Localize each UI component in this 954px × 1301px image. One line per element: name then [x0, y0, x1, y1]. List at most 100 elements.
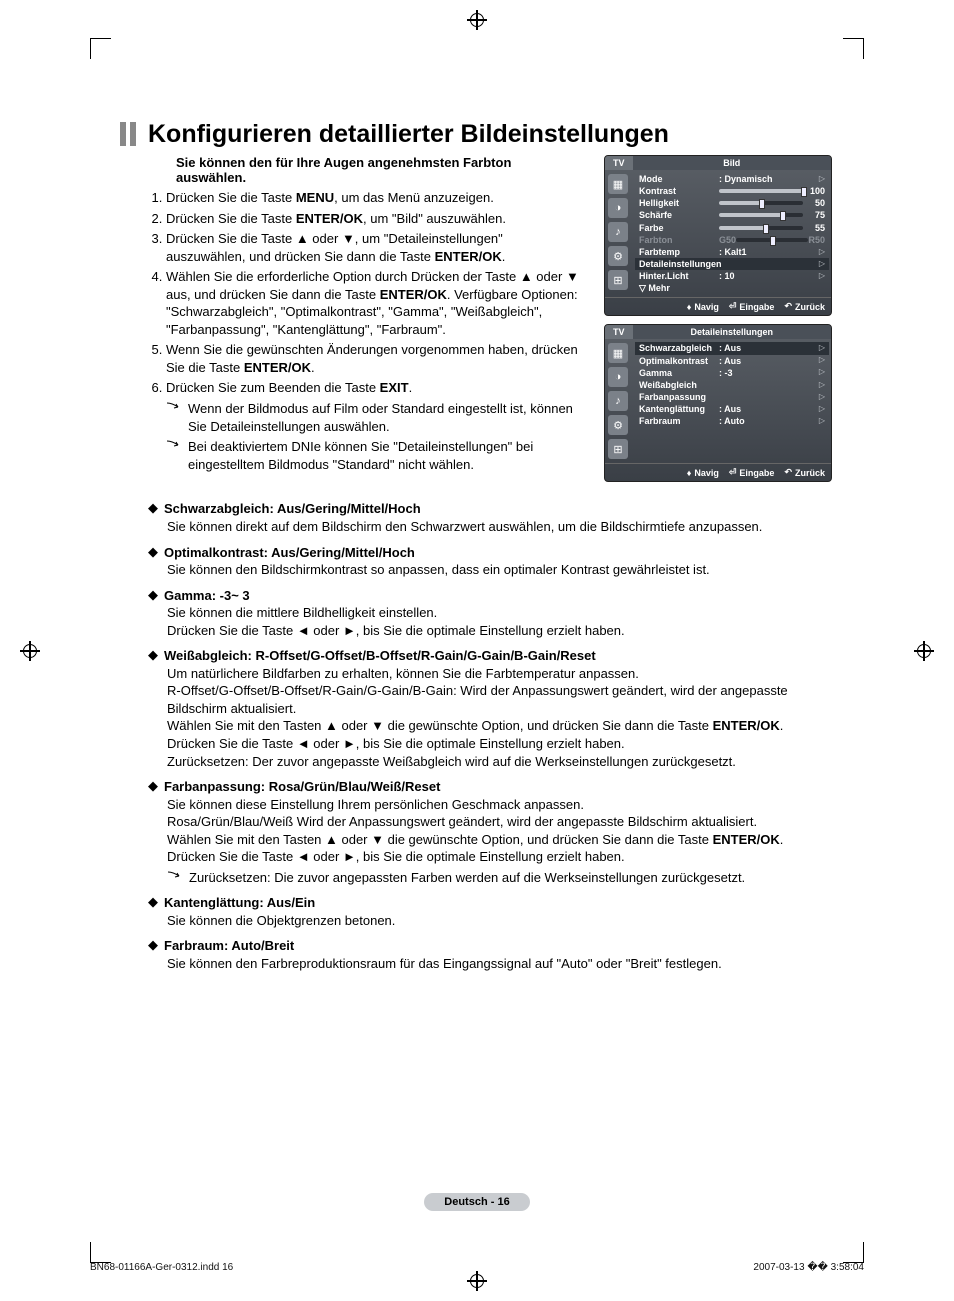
diamond-bullet-icon: ◆ — [148, 500, 158, 517]
setting-title: Weißabgleich: R-Offset/G-Offset/B-Offset… — [164, 647, 596, 665]
osd-label: Mode — [639, 173, 719, 185]
osd-label: Weißabgleich — [639, 379, 719, 391]
setting-body: Sie können diese Einstellung Ihrem persö… — [167, 796, 834, 887]
crop-mark-icon — [843, 38, 864, 59]
osd-label: Hinter.Licht — [639, 270, 719, 282]
osd-row: Farbanpassung ▷ — [639, 391, 825, 403]
osd-value: : Auto — [719, 415, 774, 427]
osd-footer: ♦Navig⏎Eingabe↶Zurück — [605, 463, 831, 481]
osd-row: Farbe55 — [639, 222, 825, 234]
steps-list: Drücken Sie die Taste MENU, um das Menü … — [148, 189, 584, 397]
note-row: Wenn der Bildmodus auf Film oder Standar… — [166, 400, 584, 435]
osd-row: Schwarzabgleich: Aus ▷ — [635, 342, 829, 354]
osd-row: Kantenglättung: Aus▷ — [639, 403, 825, 415]
chevron-right-icon: ▷ — [819, 416, 825, 427]
step-item: Wenn Sie die gewünschten Änderungen vorg… — [166, 341, 584, 376]
manual-page: Konfigurieren detaillierter Bildeinstell… — [0, 0, 954, 1301]
chevron-right-icon: ▷ — [819, 380, 825, 391]
setting-title: Kantenglättung: Aus/Ein — [164, 894, 315, 912]
registration-mark-icon — [467, 1271, 487, 1291]
print-timestamp: 2007-03-13 �� 3:58:04 — [753, 1262, 864, 1273]
chevron-right-icon: ▷ — [819, 392, 825, 403]
osd-value: : Dynamisch — [719, 173, 774, 185]
osd-category-icon: ▦ — [608, 174, 628, 194]
osd-row: ▽ Mehr — [639, 282, 825, 294]
osd-value: : Aus — [719, 355, 774, 367]
setting-item: ◆Farbraum: Auto/BreitSie können den Farb… — [148, 937, 834, 972]
osd-label: Farbraum — [639, 415, 719, 427]
setting-item: ◆Schwarzabgleich: Aus/Gering/Mittel/Hoch… — [148, 500, 834, 535]
step-item: Drücken Sie die Taste ENTER/OK, um "Bild… — [166, 210, 584, 228]
osd-value: : Kalt1 — [719, 246, 774, 258]
crop-mark-icon — [90, 38, 111, 59]
osd-row: Gamma: -3 ▷ — [639, 367, 825, 379]
setting-body: Um natürlichere Bildfarben zu erhalten, … — [167, 665, 834, 770]
osd-row: Kontrast100 — [639, 185, 825, 197]
osd-value: : -3 — [719, 367, 774, 379]
diamond-bullet-icon: ◆ — [148, 894, 158, 911]
step-item: Drücken Sie die Taste ▲ oder ▼, um "Deta… — [166, 230, 584, 265]
registration-mark-icon — [20, 641, 40, 661]
osd-category-icon: ♪ — [608, 222, 628, 242]
setting-body: Sie können die Objektgrenzen betonen. — [167, 912, 834, 930]
osd-value: : 10 — [719, 270, 774, 282]
setting-title: Gamma: -3~ 3 — [164, 587, 250, 605]
page-footer: Deutsch - 16 — [0, 1193, 954, 1211]
setting-item: ◆ Weißabgleich: R-Offset/G-Offset/B-Offse… — [148, 647, 834, 770]
print-file: BN68-01166A-Ger-0312.indd 16 — [90, 1262, 233, 1273]
diamond-bullet-icon: ◆ — [148, 544, 158, 561]
osd-row: Weißabgleich ▷ — [639, 379, 825, 391]
osd-value: 75 — [803, 209, 825, 221]
crop-mark-icon — [843, 1242, 864, 1263]
osd-row: FarbtonG50R50 — [639, 234, 825, 246]
osd-category-icon: ⊞ — [608, 439, 628, 459]
setting-item: ◆ Optimalkontrast: Aus/Gering/Mittel/Hoch… — [148, 544, 834, 579]
chevron-right-icon: ▷ — [819, 367, 825, 378]
osd-footer-back: ↶Zurück — [784, 301, 825, 312]
diamond-bullet-icon: ◆ — [148, 778, 158, 795]
diamond-bullet-icon: ◆ — [148, 647, 158, 664]
osd-tab: TV — [605, 325, 633, 339]
osd-category-icon: ▦ — [608, 343, 628, 363]
chevron-right-icon: ▷ — [819, 343, 825, 354]
page-title: Konfigurieren detaillierter Bildeinstell… — [120, 120, 834, 149]
osd-row: Farbtemp: Kalt1▷ — [639, 246, 825, 258]
print-metadata: BN68-01166A-Ger-0312.indd 16 2007-03-13 … — [90, 1262, 864, 1273]
osd-label: Farbton — [639, 234, 719, 246]
osd-sidebar: ▦◑♪⚙⊞ — [605, 339, 637, 463]
setting-item: ◆Farbanpassung: Rosa/Grün/Blau/Weiß/Rese… — [148, 778, 834, 886]
osd-label: Schwarzabgleich — [639, 342, 719, 354]
osd-slider — [719, 189, 803, 193]
setting-title: Optimalkontrast: Aus/Gering/Mittel/Hoch — [164, 544, 415, 562]
osd-slider — [719, 226, 803, 230]
osd-label: Gamma — [639, 367, 719, 379]
osd-row: Detaileinstellungen▷ — [635, 258, 829, 270]
chevron-right-icon: ▷ — [819, 174, 825, 185]
registration-mark-icon — [467, 10, 487, 30]
osd-row: Optimalkontrast: Aus ▷ — [639, 355, 825, 367]
osd-value: : Aus — [719, 342, 774, 354]
right-column: TVBild▦◑♪⚙⊞Mode: Dynamisch▷Kontrast100He… — [604, 155, 834, 490]
osd-label: Helligkeit — [639, 197, 719, 209]
note-text: Wenn der Bildmodus auf Film oder Standar… — [188, 400, 584, 435]
osd-label: Optimalkontrast — [639, 355, 719, 367]
osd-slider — [719, 213, 803, 217]
step-item: Drücken Sie zum Beenden die Taste EXIT. — [166, 379, 584, 397]
page-number-pill: Deutsch - 16 — [424, 1193, 529, 1211]
diamond-bullet-icon: ◆ — [148, 587, 158, 604]
crop-mark-icon — [90, 1242, 111, 1263]
step-item: Drücken Sie die Taste MENU, um das Menü … — [166, 189, 584, 207]
osd-label: Schärfe — [639, 209, 719, 221]
osd-value: : Aus — [719, 403, 774, 415]
intro-text: Sie können den für Ihre Augen angenehmst… — [176, 155, 556, 185]
osd-label: Farbanpassung — [639, 391, 719, 403]
chevron-right-icon: ▷ — [819, 247, 825, 258]
osd-main: Mode: Dynamisch▷Kontrast100Helligkeit50S… — [637, 170, 831, 297]
osd-value: 50 — [803, 197, 825, 209]
osd-footer-nav: ♦Navig — [687, 301, 719, 312]
osd-footer-enter: ⏎Eingabe — [729, 467, 775, 478]
osd-window-bild: TVBild▦◑♪⚙⊞Mode: Dynamisch▷Kontrast100He… — [604, 155, 832, 316]
osd-value: 55 — [803, 222, 825, 234]
osd-footer-enter: ⏎Eingabe — [729, 301, 775, 312]
chevron-right-icon: ▷ — [819, 355, 825, 366]
